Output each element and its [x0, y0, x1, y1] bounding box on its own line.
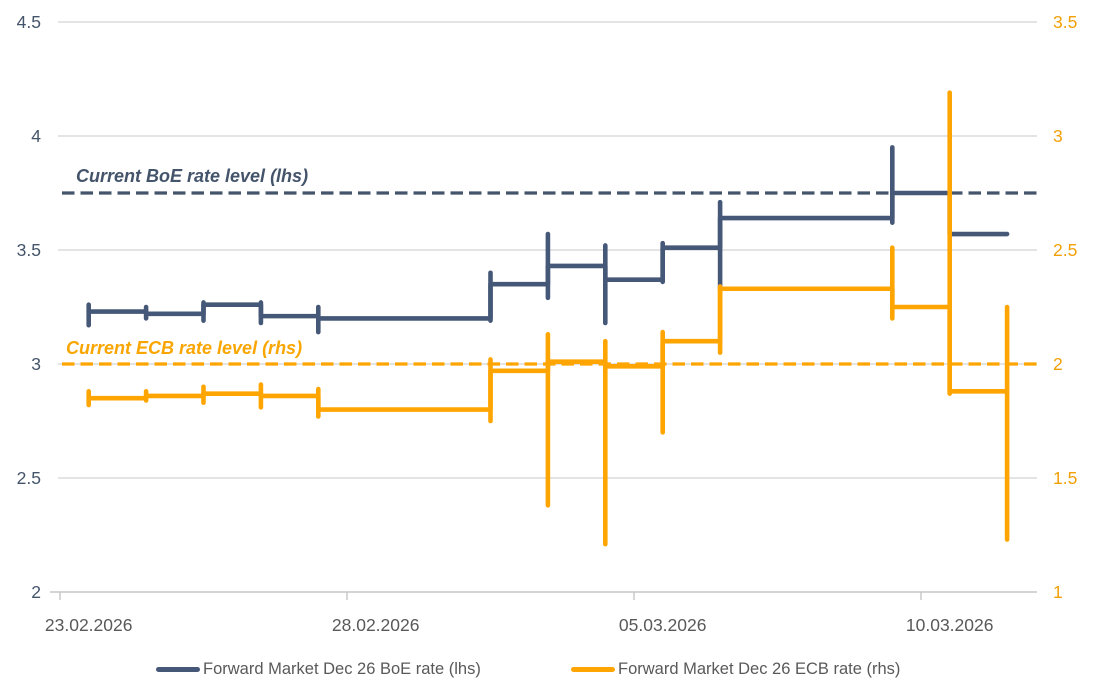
legend-item-boe[interactable]: Forward Market Dec 26 BoE rate (lhs) — [156, 655, 481, 683]
ecb-reference-line-label: Current ECB rate level (rhs) — [66, 338, 303, 358]
right-axis-tick-label: 3 — [1053, 126, 1063, 146]
left-axis-tick-label: 3 — [31, 354, 41, 374]
left-axis-tick-label: 3.5 — [17, 240, 41, 260]
ecb-step-line — [86, 286, 1010, 412]
ecb-line-swatch-icon — [571, 666, 615, 672]
right-axis-tick-label: 2 — [1053, 354, 1063, 374]
legend-item-ecb[interactable]: Forward Market Dec 26 ECB rate (rhs) — [571, 655, 900, 683]
boe-line-swatch-icon — [156, 666, 200, 672]
boe-legend-label: Forward Market Dec 26 BoE rate (lhs) — [203, 659, 481, 678]
ecb-legend-label: Forward Market Dec 26 ECB rate (rhs) — [618, 659, 901, 678]
x-axis-tick-label: 10.03.2026 — [906, 615, 994, 635]
left-axis-tick-label: 4 — [31, 126, 41, 146]
right-axis-tick-label: 3.5 — [1053, 12, 1077, 32]
left-axis-tick-label: 2.5 — [17, 468, 41, 488]
right-axis-tick-label: 2.5 — [1053, 240, 1077, 260]
left-axis-tick-label: 2 — [31, 582, 41, 602]
left-axis-tick-label: 4.5 — [17, 12, 41, 32]
x-axis-tick-label: 23.02.2026 — [45, 615, 133, 635]
x-axis-tick-label: 05.03.2026 — [619, 615, 707, 635]
boe-reference-line-label: Current BoE rate level (lhs) — [76, 166, 309, 186]
boe-step-line — [86, 190, 1010, 321]
x-axis-tick-label: 28.02.2026 — [332, 615, 420, 635]
right-axis-tick-label: 1.5 — [1053, 468, 1077, 488]
right-axis-tick-label: 1 — [1053, 582, 1063, 602]
legend: Forward Market Dec 26 BoE rate (lhs) For… — [0, 655, 1095, 685]
